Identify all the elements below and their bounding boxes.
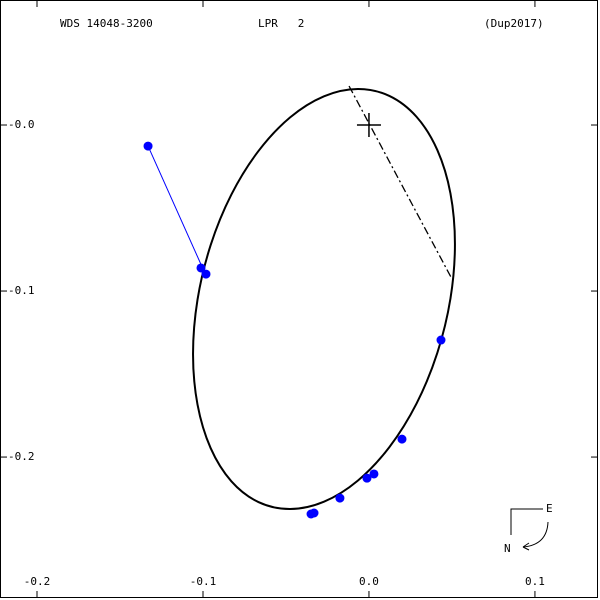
residual-line [147,145,205,272]
y-tick-label: -0.1 [8,284,35,297]
observation [397,434,407,444]
x-tick-label: -0.1 [190,575,217,588]
chart-title: WDS 14048-3200 [60,17,153,30]
observation [335,493,345,503]
y-tick-label: -0.2 [8,450,35,463]
orbit [192,87,456,511]
chart-subtitle: LPR 2 [258,17,304,30]
reference: (Dup2017) [484,17,544,30]
observation [306,509,316,519]
compass-arrowhead [522,542,530,551]
compass-north: N [504,542,511,555]
primary-star [356,113,381,138]
x-tick-label: 0.0 [359,575,379,588]
observation [436,335,446,345]
x-tick-label: 0.1 [525,575,545,588]
compass-axes [510,508,543,535]
compass-east: E [546,502,553,515]
observation [369,469,379,479]
compass: E N [504,502,553,555]
line-of-nodes [348,85,452,278]
compass-arrow [522,521,549,548]
observation [143,141,153,151]
observation [201,269,211,279]
y-tick-label: -0.0 [8,118,35,131]
observation [362,473,372,483]
x-tick-label: -0.2 [24,575,51,588]
observation [196,263,206,273]
